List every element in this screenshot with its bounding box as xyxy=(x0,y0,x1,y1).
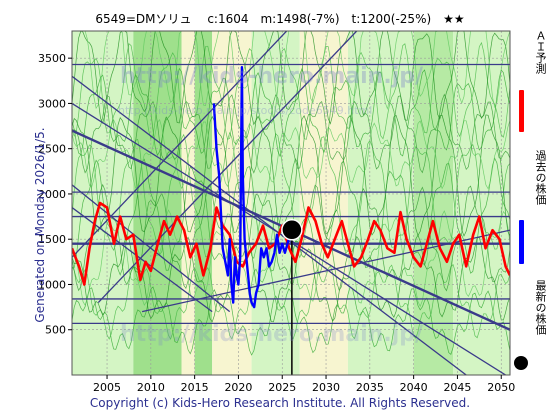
legend-label-ai-forecast: ＡＩ予測 xyxy=(534,30,547,74)
watermark-main-url: http://kids-hero.main.jp/ xyxy=(120,64,424,89)
latest-price-marker xyxy=(281,219,303,241)
ai-forecast-line xyxy=(72,201,510,286)
x-tick-label-0: 2005 xyxy=(93,381,121,394)
texture-line-4 xyxy=(72,183,510,292)
y-tick-label-3: 2000 xyxy=(38,188,66,201)
texture-line-9 xyxy=(72,93,510,174)
y-tick-label-2: 1500 xyxy=(38,233,66,246)
legend-item-past-price: 過去の株価 xyxy=(514,148,550,268)
legend: ＡＩ予測 過去の株価 最新の株価 xyxy=(514,28,550,378)
trend-channel-5 xyxy=(72,31,288,258)
x-tick-label-7: 2040 xyxy=(400,381,428,394)
plot-area xyxy=(72,31,510,375)
y-tick-label-5: 3000 xyxy=(38,97,66,110)
texture-line-12 xyxy=(72,31,510,126)
y-tick-label-6: 3500 xyxy=(38,52,66,65)
legend-label-latest-price: 最新の株価 xyxy=(534,280,547,335)
generated-date-label: Generated on Monday 2026/1/5. xyxy=(33,127,47,323)
x-tick-label-1: 2010 xyxy=(137,381,165,394)
legend-swatch-latest-price xyxy=(514,356,528,370)
x-tick-label-4: 2025 xyxy=(268,381,296,394)
past-price-line xyxy=(212,66,293,309)
trend-channel-6 xyxy=(97,31,358,304)
y-tick-label-0: 500 xyxy=(45,324,66,337)
x-tick-label-2: 2015 xyxy=(181,381,209,394)
texture-line-11 xyxy=(72,41,510,140)
watermark-main-url-lower: http://kids-hero.main.jp/ xyxy=(120,322,424,347)
texture-line-7 xyxy=(72,114,510,237)
legend-swatch-past-price xyxy=(519,220,524,264)
texture-line-5 xyxy=(72,157,510,276)
watermark-sub-url: http://kids-hero.main.jp/stocks/code6549… xyxy=(118,104,373,117)
plot-frame xyxy=(71,30,511,376)
texture-line-8 xyxy=(72,118,510,190)
y-tick-label-1: 1000 xyxy=(38,278,66,291)
texture-line-1 xyxy=(72,263,510,340)
texture-line-0 xyxy=(72,286,510,356)
copyright-text: Copyright (c) Kids-Hero Research Institu… xyxy=(89,396,471,410)
legend-swatch-ai-forecast xyxy=(519,90,524,132)
trend-channel-7 xyxy=(141,229,510,313)
texture-line-10 xyxy=(72,67,510,158)
legend-label-past-price: 過去の株価 xyxy=(534,150,547,205)
x-tick-label-3: 2020 xyxy=(224,381,252,394)
x-tick-label-6: 2035 xyxy=(356,381,384,394)
legend-item-ai-forecast: ＡＩ予測 xyxy=(514,28,550,138)
x-tick-label-9: 2050 xyxy=(487,381,515,394)
legend-item-latest-price: 最新の株価 xyxy=(514,278,550,378)
y-tick-label-4: 2500 xyxy=(38,143,66,156)
x-tick-label-5: 2030 xyxy=(312,381,340,394)
chart-title: 6549=DMソリュ c:1604 m:1498(-7%) t:1200(-25… xyxy=(95,12,465,26)
trend-channel-0 xyxy=(72,75,467,375)
x-tick-label-8: 2045 xyxy=(443,381,471,394)
